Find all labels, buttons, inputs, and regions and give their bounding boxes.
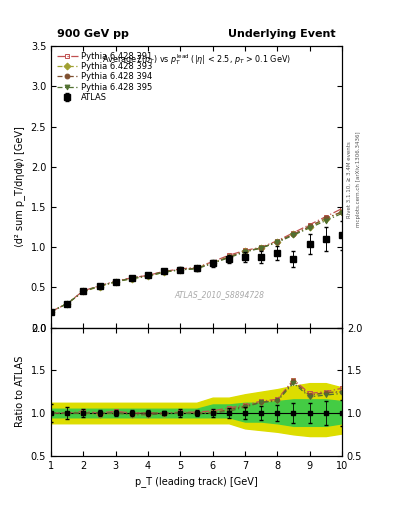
Pythia 6.428 394 xyxy=(340,209,344,215)
Pythia 6.428 395 xyxy=(275,239,280,245)
Pythia 6.428 391 xyxy=(307,222,312,228)
Pythia 6.428 395 xyxy=(113,279,118,285)
Pythia 6.428 391 xyxy=(65,301,70,307)
Pythia 6.428 395 xyxy=(340,210,344,217)
Line: Pythia 6.428 394: Pythia 6.428 394 xyxy=(49,209,344,314)
Pythia 6.428 393 xyxy=(178,267,183,273)
Pythia 6.428 393 xyxy=(275,239,280,245)
Pythia 6.428 395 xyxy=(307,225,312,231)
Pythia 6.428 393 xyxy=(226,254,231,260)
Pythia 6.428 393 xyxy=(49,309,53,315)
Pythia 6.428 394 xyxy=(194,265,199,271)
Text: 900 GeV pp: 900 GeV pp xyxy=(57,29,129,39)
Pythia 6.428 391 xyxy=(162,268,167,274)
Pythia 6.428 395 xyxy=(130,275,134,282)
Pythia 6.428 393 xyxy=(65,301,70,307)
Text: mcplots.cern.ch [arXiv:1306.3436]: mcplots.cern.ch [arXiv:1306.3436] xyxy=(356,132,361,227)
Pythia 6.428 395 xyxy=(259,245,263,251)
Pythia 6.428 394 xyxy=(242,248,247,254)
Pythia 6.428 391 xyxy=(226,252,231,259)
Pythia 6.428 395 xyxy=(146,273,151,279)
Pythia 6.428 395 xyxy=(49,309,53,315)
Pythia 6.428 393 xyxy=(81,288,86,294)
Pythia 6.428 393 xyxy=(113,279,118,285)
Pythia 6.428 395 xyxy=(194,266,199,272)
Pythia 6.428 393 xyxy=(340,209,344,215)
Pythia 6.428 394 xyxy=(49,309,53,315)
Line: Pythia 6.428 393: Pythia 6.428 393 xyxy=(49,209,344,314)
Pythia 6.428 393 xyxy=(291,231,296,238)
Pythia 6.428 393 xyxy=(259,245,263,251)
Pythia 6.428 395 xyxy=(291,232,296,238)
Pythia 6.428 395 xyxy=(65,301,70,307)
Pythia 6.428 391 xyxy=(291,230,296,236)
Text: Rivet 3.1.10, ≥ 3.4M events: Rivet 3.1.10, ≥ 3.4M events xyxy=(347,141,352,218)
Pythia 6.428 393 xyxy=(242,248,247,254)
Pythia 6.428 391 xyxy=(178,266,183,272)
Pythia 6.428 395 xyxy=(226,254,231,261)
Pythia 6.428 391 xyxy=(340,205,344,211)
Pythia 6.428 394 xyxy=(210,260,215,266)
Pythia 6.428 394 xyxy=(81,288,86,294)
Pythia 6.428 395 xyxy=(210,260,215,266)
Pythia 6.428 394 xyxy=(307,223,312,229)
X-axis label: p_T (leading track) [GeV]: p_T (leading track) [GeV] xyxy=(135,476,258,487)
Pythia 6.428 395 xyxy=(97,283,102,289)
Pythia 6.428 391 xyxy=(49,309,53,315)
Pythia 6.428 394 xyxy=(259,245,263,251)
Pythia 6.428 393 xyxy=(210,260,215,266)
Pythia 6.428 393 xyxy=(307,224,312,230)
Pythia 6.428 394 xyxy=(130,275,134,281)
Pythia 6.428 394 xyxy=(146,272,151,279)
Pythia 6.428 393 xyxy=(162,269,167,275)
Pythia 6.428 393 xyxy=(194,265,199,271)
Pythia 6.428 391 xyxy=(210,259,215,265)
Pythia 6.428 391 xyxy=(323,214,328,220)
Text: Underlying Event: Underlying Event xyxy=(228,29,336,39)
Pythia 6.428 391 xyxy=(275,238,280,244)
Pythia 6.428 393 xyxy=(130,275,134,282)
Pythia 6.428 394 xyxy=(113,279,118,285)
Pythia 6.428 394 xyxy=(323,215,328,221)
Text: ATLAS_2010_S8894728: ATLAS_2010_S8894728 xyxy=(175,290,265,300)
Pythia 6.428 395 xyxy=(323,218,328,224)
Pythia 6.428 395 xyxy=(162,269,167,275)
Pythia 6.428 395 xyxy=(178,267,183,273)
Line: Pythia 6.428 395: Pythia 6.428 395 xyxy=(49,211,344,314)
Y-axis label: ⟨d² sum p_T/dηdφ⟩ [GeV]: ⟨d² sum p_T/dηdφ⟩ [GeV] xyxy=(14,126,25,247)
Pythia 6.428 391 xyxy=(194,264,199,270)
Pythia 6.428 393 xyxy=(146,273,151,279)
Y-axis label: Ratio to ATLAS: Ratio to ATLAS xyxy=(15,356,25,428)
Pythia 6.428 391 xyxy=(146,272,151,279)
Pythia 6.428 391 xyxy=(113,278,118,284)
Pythia 6.428 395 xyxy=(242,249,247,255)
Pythia 6.428 394 xyxy=(162,268,167,274)
Pythia 6.428 394 xyxy=(275,239,280,245)
Text: Average$\,\Sigma(p_T)$ vs $p_T^{\rm lead}$ ($|\eta|$ < 2.5, $p_T$ > 0.1 GeV): Average$\,\Sigma(p_T)$ vs $p_T^{\rm lead… xyxy=(102,52,291,67)
Pythia 6.428 391 xyxy=(97,283,102,289)
Pythia 6.428 394 xyxy=(97,283,102,289)
Pythia 6.428 393 xyxy=(97,284,102,290)
Pythia 6.428 391 xyxy=(81,288,86,294)
Pythia 6.428 394 xyxy=(178,267,183,273)
Pythia 6.428 393 xyxy=(323,216,328,222)
Pythia 6.428 394 xyxy=(65,301,70,307)
Pythia 6.428 394 xyxy=(291,231,296,238)
Pythia 6.428 391 xyxy=(259,244,263,250)
Pythia 6.428 394 xyxy=(226,254,231,260)
Pythia 6.428 391 xyxy=(242,247,247,253)
Pythia 6.428 391 xyxy=(130,275,134,281)
Line: Pythia 6.428 391: Pythia 6.428 391 xyxy=(49,206,344,314)
Legend: Pythia 6.428 391, Pythia 6.428 393, Pythia 6.428 394, Pythia 6.428 395, ATLAS: Pythia 6.428 391, Pythia 6.428 393, Pyth… xyxy=(54,50,155,104)
Pythia 6.428 395 xyxy=(81,288,86,294)
